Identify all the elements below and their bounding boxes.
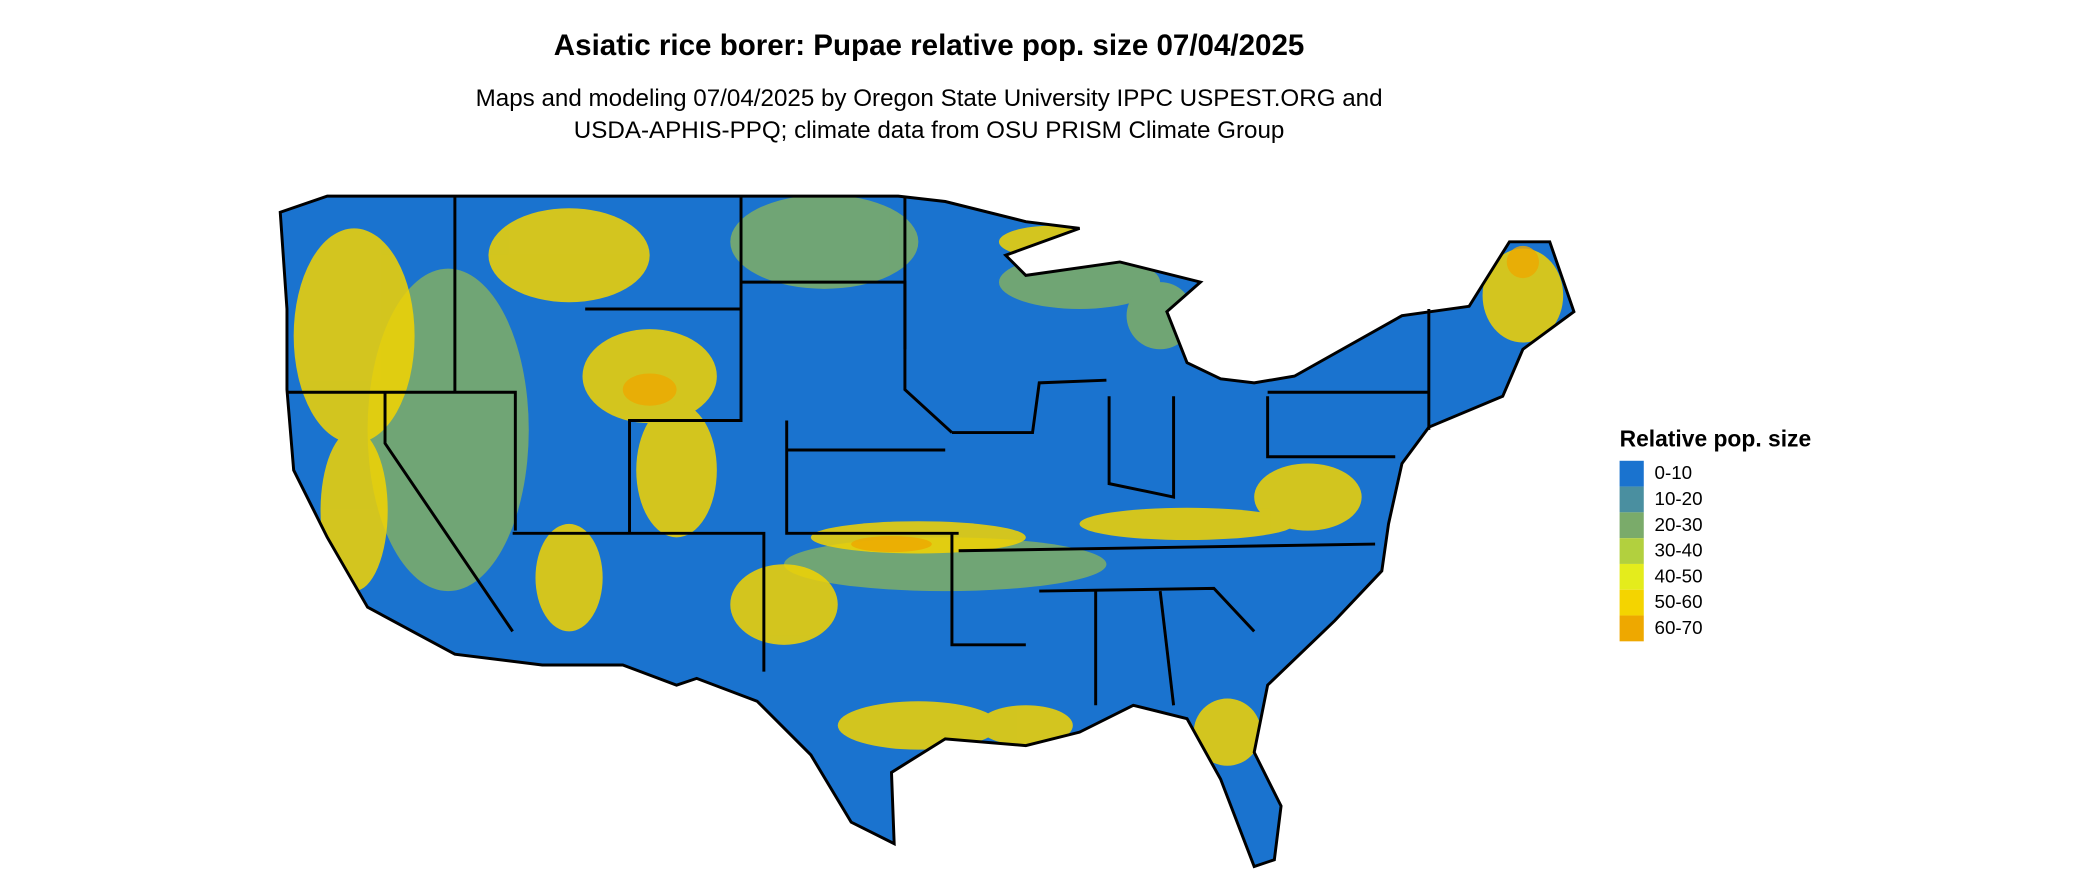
subtitle: USDA-APHIS-PPQ; climate data from OSU PR… (574, 117, 1285, 144)
legend: Relative pop. size 0-10 10-20 20-30 30-40 40… (1619, 426, 1812, 642)
legend-swatch (1619, 460, 1644, 487)
legend-swatch (1619, 538, 1644, 564)
legend-swatch (1619, 563, 1644, 590)
legend-swatch (1619, 512, 1644, 539)
legend-label: 0-10 (1655, 462, 1693, 483)
legend-swatch (1619, 486, 1644, 513)
us-map (278, 194, 1576, 869)
legend-label: 30-40 (1655, 540, 1703, 561)
legend-label: 60-70 (1655, 617, 1703, 638)
legend-swatch (1619, 589, 1644, 616)
legend-swatch (1619, 615, 1644, 642)
legend-label: 20-30 (1655, 514, 1703, 535)
title: Asiatic rice borer: Pupae relative pop. … (554, 29, 1305, 62)
legend-label: 50-60 (1655, 591, 1703, 612)
subtitle: Maps and modeling 07/04/2025 by Oregon S… (476, 85, 1383, 112)
legend-label: 40-50 (1655, 565, 1703, 586)
legend-label: 10-20 (1655, 488, 1703, 509)
legend-title: Relative pop. size (1620, 426, 1812, 452)
